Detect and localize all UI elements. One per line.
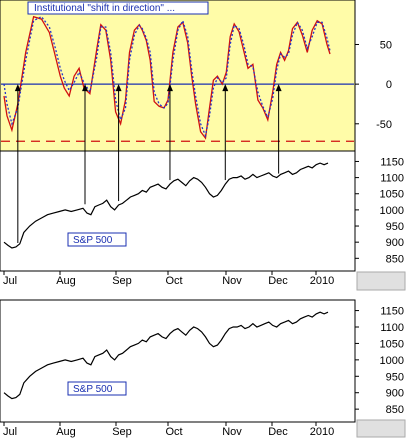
signal-arrow-head <box>166 84 173 92</box>
sp500-label-box-top <box>67 232 127 247</box>
price-y-tick-label: 1050 <box>380 189 404 201</box>
signal-arrow-head <box>275 84 282 92</box>
indicator-title: Institutional "shift in direction" ... <box>34 3 175 14</box>
price-panel-top-series <box>3 162 329 249</box>
price-series-line <box>3 162 329 249</box>
sp500-label-bottom: S&P 500 <box>73 384 113 395</box>
price-x-tick-label: Nov <box>222 275 242 287</box>
price-x-tick-label: Sep <box>112 275 132 287</box>
scroll-chip-bottom[interactable] <box>356 419 406 438</box>
indicator-series-line <box>3 15 331 138</box>
indicator-panel <box>0 0 356 152</box>
indicator-y-tick-label: 0 <box>386 79 392 91</box>
price-x-tick-label: 2010 <box>310 426 334 438</box>
price-panel-top-x-ticks: Jul Aug Sep Oct Nov Dec 2010 <box>3 271 334 287</box>
price-x-tick-label: Aug <box>56 275 76 287</box>
price-panel-top-y-ticks: 1150 1100 1050 1000 950 900 850 <box>355 156 404 265</box>
indicator-y-ticks: 50 0 -50 <box>355 39 392 131</box>
indicator-title-box <box>27 1 209 15</box>
scroll-chip-top[interactable] <box>356 271 406 291</box>
price-panel-bottom-y-ticks: 1150 1100 1050 1000 950 900 850 <box>355 306 404 416</box>
indicator-y-tick-label: 50 <box>380 39 392 51</box>
price-y-tick-label: 950 <box>386 371 404 383</box>
sp500-label-top: S&P 500 <box>73 235 113 246</box>
price-y-tick-label: 1000 <box>380 205 404 217</box>
price-y-tick-label: 1150 <box>380 306 404 318</box>
price-y-tick-label: 900 <box>386 237 404 249</box>
price-y-tick-label: 850 <box>386 404 404 416</box>
price-x-tick-label: Nov <box>222 426 242 438</box>
price-panel-bottom-x-ticks: Jul Aug Sep Oct Nov Dec 2010 <box>3 422 334 438</box>
price-y-tick-label: 1150 <box>380 156 404 168</box>
signal-arrow-head <box>82 84 89 92</box>
price-y-tick-label: 1050 <box>380 338 404 350</box>
indicator-series-line <box>3 15 331 140</box>
indicator-grid <box>1 83 354 142</box>
signal-arrow-head <box>115 84 122 92</box>
price-panel-bottom-series <box>3 311 329 400</box>
price-x-tick-label: Oct <box>165 275 182 287</box>
indicator-lines <box>3 15 331 140</box>
price-x-tick-label: Jul <box>3 426 17 438</box>
sp500-label-box-bottom <box>67 381 127 396</box>
price-x-tick-label: Jul <box>3 275 17 287</box>
price-x-tick-label: Dec <box>268 275 288 287</box>
price-x-tick-label: Sep <box>112 426 132 438</box>
price-y-tick-label: 1100 <box>380 322 404 334</box>
price-x-tick-label: 2010 <box>310 275 334 287</box>
signal-arrow-head <box>14 84 21 92</box>
price-x-tick-label: Aug <box>56 426 76 438</box>
price-y-tick-label: 950 <box>386 221 404 233</box>
price-y-tick-label: 1000 <box>380 355 404 367</box>
price-y-tick-label: 850 <box>386 253 404 265</box>
signal-arrow-head <box>222 84 229 92</box>
signal-arrows <box>14 84 282 244</box>
price-x-tick-label: Dec <box>268 426 288 438</box>
price-x-tick-label: Oct <box>165 426 182 438</box>
price-series-line <box>3 311 329 400</box>
price-y-tick-label: 1100 <box>380 173 404 185</box>
indicator-y-tick-label: -50 <box>376 119 392 131</box>
price-y-tick-label: 900 <box>386 388 404 400</box>
